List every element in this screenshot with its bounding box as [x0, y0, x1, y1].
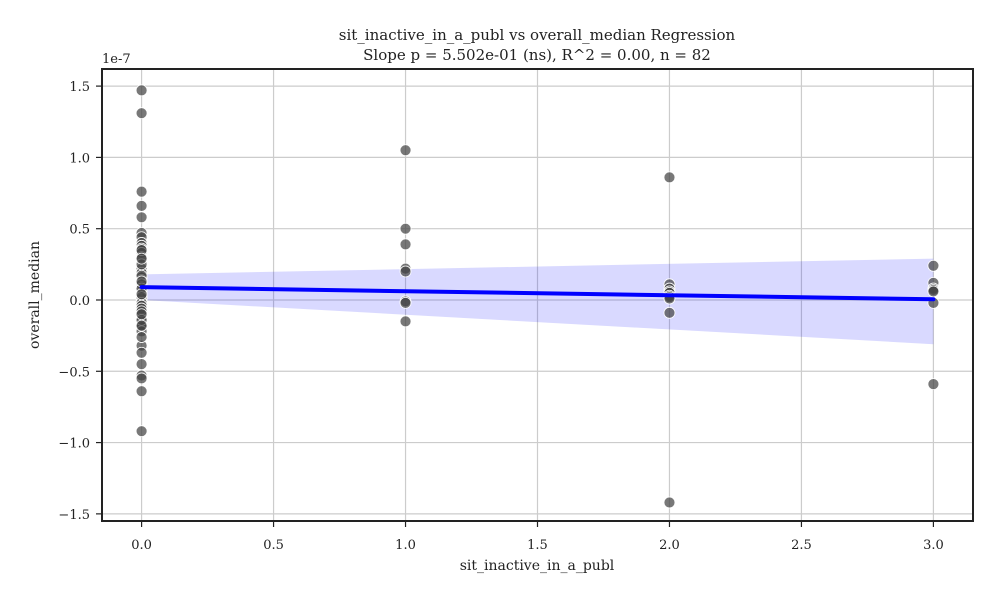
data-point: [399, 222, 412, 235]
x-tick-label: 1.0: [395, 538, 416, 553]
x-tick-label: 1.5: [527, 538, 548, 553]
data-point: [135, 185, 148, 198]
data-point: [135, 308, 148, 321]
data-point: [135, 199, 148, 212]
data-point: [135, 372, 148, 385]
data-point: [135, 252, 148, 265]
data-point: [927, 259, 940, 272]
data-point: [135, 84, 148, 97]
x-tick-label: 2.5: [791, 538, 812, 553]
regression-line-layer: [139, 285, 936, 302]
data-point: [135, 288, 148, 301]
data-point: [399, 265, 412, 278]
y-tick-label: −1.5: [58, 508, 90, 523]
y-tick-label: 1.0: [69, 151, 90, 166]
y-axis-label: overall_median: [27, 241, 43, 349]
y-tick-label: −1.0: [58, 437, 90, 452]
y-axis-ticks: −1.5 −1.0 −0.5 0.0 0.5 1.0 1.5: [58, 80, 102, 523]
chart-subtitle: Slope p = 5.502e-01 (ns), R^2 = 0.00, n …: [363, 46, 711, 64]
confidence-band: [141, 258, 934, 345]
chart-title: sit_inactive_in_a_publ vs overall_median…: [339, 26, 736, 44]
regression-line: [139, 285, 936, 302]
x-tick-label: 2.0: [659, 538, 680, 553]
data-point: [663, 306, 676, 319]
data-point: [399, 144, 412, 157]
data-point: [135, 319, 148, 332]
x-tick-label: 0.0: [131, 538, 152, 553]
confidence-band-layer: [141, 258, 934, 345]
data-point: [135, 425, 148, 438]
y-tick-label: −0.5: [58, 365, 90, 380]
data-point: [135, 331, 148, 343]
y-tick-label: 0.5: [69, 223, 90, 238]
x-tick-label: 3.0: [923, 538, 944, 553]
data-point: [663, 171, 676, 184]
data-point: [399, 296, 412, 309]
data-point: [135, 385, 148, 398]
data-point: [135, 211, 148, 224]
grid: [102, 69, 973, 521]
data-point: [399, 315, 412, 328]
x-tick-label: 0.5: [263, 538, 284, 553]
y-axis-offset-label: 1e-7: [102, 52, 131, 67]
data-point: [135, 107, 148, 120]
data-point: [663, 496, 676, 509]
x-axis-ticks: 0.0 0.5 1.0 1.5 2.0 2.5 3.0: [131, 521, 944, 553]
data-point: [135, 358, 148, 371]
data-point: [135, 346, 148, 359]
data-point: [399, 238, 412, 251]
scatter-points: [135, 84, 940, 509]
data-point: [927, 378, 940, 391]
data-point: [927, 285, 940, 298]
x-axis-label: sit_inactive_in_a_publ: [460, 558, 615, 574]
y-tick-label: 0.0: [69, 294, 90, 309]
y-tick-label: 1.5: [69, 80, 90, 95]
